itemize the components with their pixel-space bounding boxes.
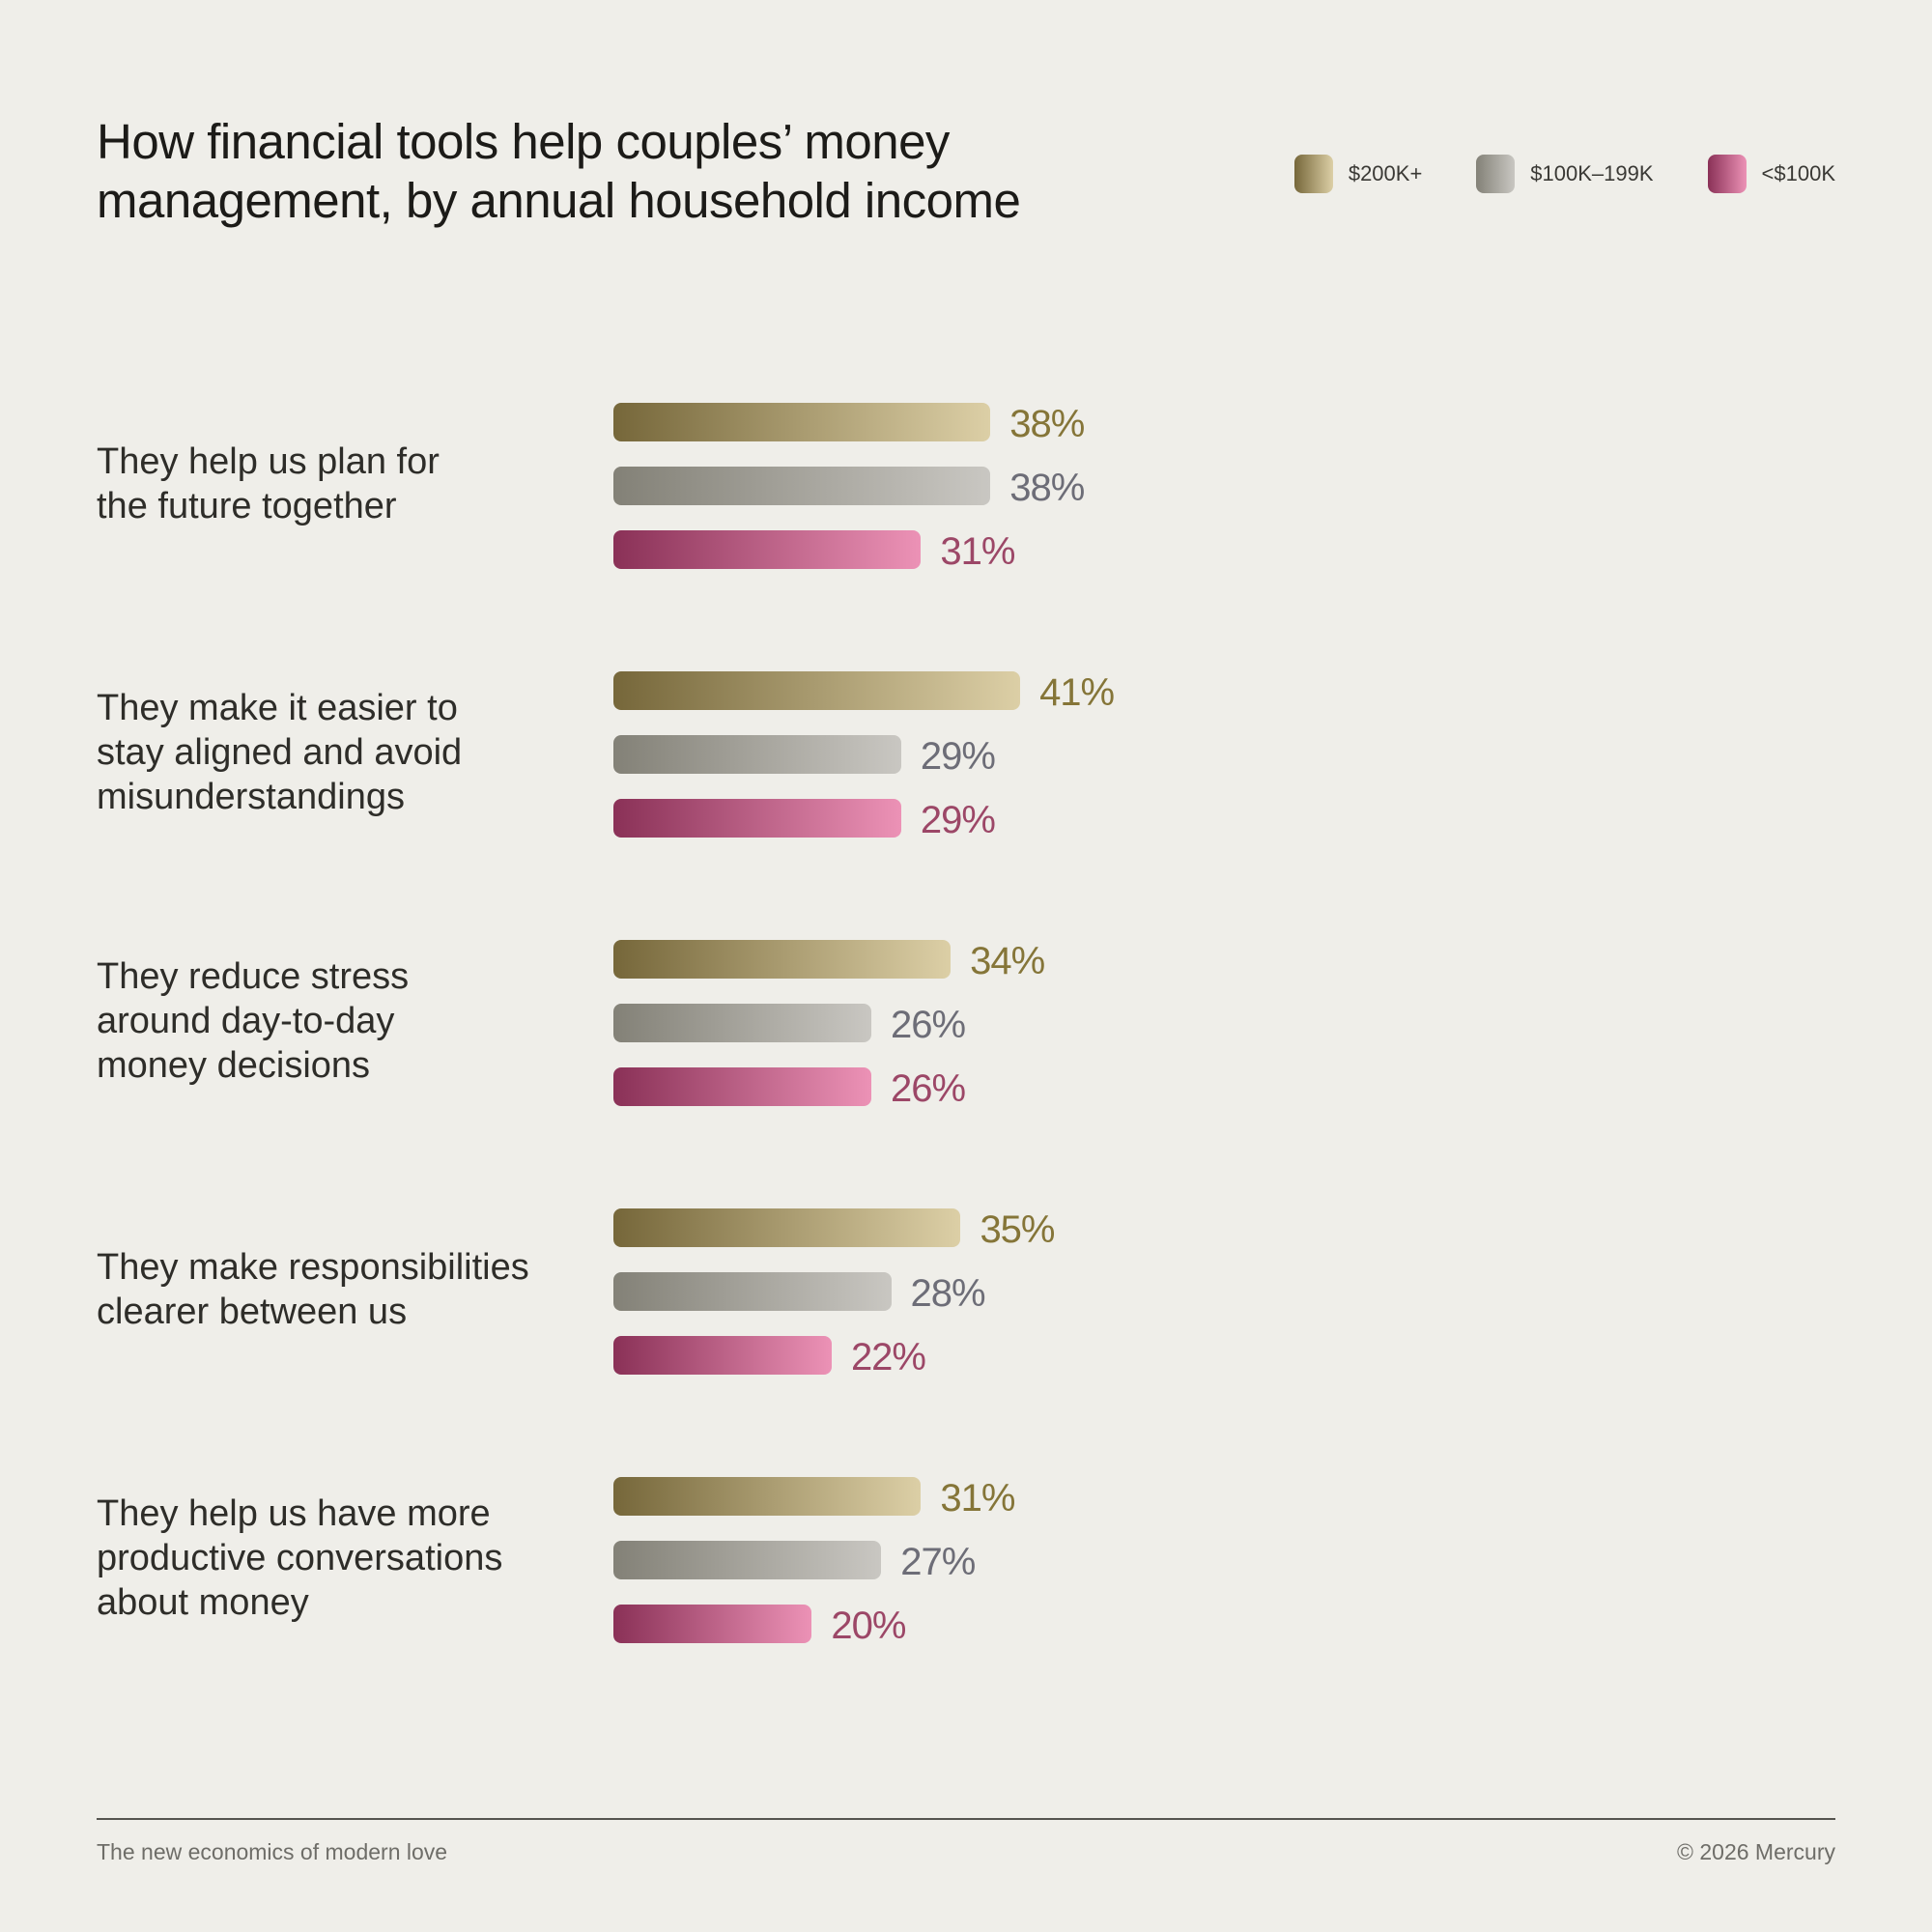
data-label: 29% bbox=[920, 735, 996, 778]
bar bbox=[613, 1605, 812, 1643]
bar bbox=[613, 1541, 882, 1579]
bar bbox=[613, 530, 922, 569]
category-label-line: around day-to-day bbox=[97, 1001, 395, 1041]
legend-label: $200K+ bbox=[1348, 161, 1423, 185]
category-label-line: clearer between us bbox=[97, 1292, 408, 1332]
bar bbox=[613, 940, 952, 979]
bar bbox=[613, 735, 901, 774]
legend-swatch bbox=[1476, 155, 1516, 193]
category-label-line: They help us have more bbox=[97, 1493, 491, 1534]
legend-item: <$100K bbox=[1707, 155, 1835, 193]
category-label: They help us have more productive convers… bbox=[97, 1492, 560, 1625]
data-label: 38% bbox=[1009, 467, 1085, 509]
data-label: 34% bbox=[970, 940, 1045, 982]
category-label-line: They make it easier to bbox=[97, 688, 458, 728]
bar bbox=[613, 1004, 872, 1042]
data-label: 41% bbox=[1039, 671, 1115, 714]
category-label-line: They help us plan for bbox=[97, 441, 440, 482]
data-label: 31% bbox=[940, 530, 1015, 573]
footer-copyright: © 2026 Mercury bbox=[1677, 1839, 1835, 1864]
legend-item: $200K+ bbox=[1293, 155, 1423, 193]
data-label: 26% bbox=[891, 1067, 966, 1110]
data-label: 31% bbox=[940, 1477, 1015, 1520]
legend-item: $100K–199K bbox=[1476, 155, 1654, 193]
category-label-line: misunderstandings bbox=[97, 777, 405, 817]
data-label: 27% bbox=[900, 1541, 976, 1583]
category-label-line: money decisions bbox=[97, 1045, 371, 1086]
category-label-line: They make responsibilities bbox=[97, 1247, 529, 1288]
data-label: 38% bbox=[1009, 403, 1085, 445]
category-label: They reduce stress around day-to-day money… bbox=[97, 954, 560, 1088]
bar bbox=[613, 1272, 892, 1311]
category-label-line: stay aligned and avoid bbox=[97, 732, 463, 773]
bar bbox=[613, 1067, 872, 1106]
category-label-line: They reduce stress bbox=[97, 956, 410, 997]
bar bbox=[613, 1477, 922, 1516]
bar bbox=[613, 467, 991, 505]
legend-label: <$100K bbox=[1761, 161, 1835, 185]
data-label: 28% bbox=[910, 1272, 986, 1315]
legend-label: $100K–199K bbox=[1530, 161, 1654, 185]
chart-title: How financial tools help couples’ money … bbox=[97, 114, 1021, 228]
bar bbox=[613, 1336, 832, 1375]
data-label: 20% bbox=[831, 1605, 906, 1647]
data-label: 22% bbox=[850, 1336, 926, 1378]
category-label: They make it easier to stay aligned and a… bbox=[97, 686, 560, 819]
category-label: They make responsibilities clearer betwee… bbox=[97, 1245, 560, 1334]
bar bbox=[613, 403, 991, 441]
category-label: They help us plan for the future together bbox=[97, 440, 560, 528]
bar bbox=[613, 1208, 961, 1247]
legend: $200K+ $100K–199K <$100K bbox=[1240, 155, 1835, 193]
data-label: 35% bbox=[980, 1208, 1055, 1251]
category-label-line: productive conversations bbox=[97, 1538, 503, 1578]
category-label-line: the future together bbox=[97, 486, 397, 526]
legend-swatch bbox=[1707, 155, 1747, 193]
legend-swatch bbox=[1293, 155, 1333, 193]
bar bbox=[613, 671, 1021, 710]
footer-subtitle: The new economics of modern love bbox=[97, 1839, 448, 1864]
category-label-line: about money bbox=[97, 1582, 309, 1623]
data-label: 26% bbox=[891, 1004, 966, 1046]
bar bbox=[613, 799, 901, 838]
data-label: 29% bbox=[920, 799, 996, 841]
footer-divider bbox=[97, 1818, 1835, 1820]
